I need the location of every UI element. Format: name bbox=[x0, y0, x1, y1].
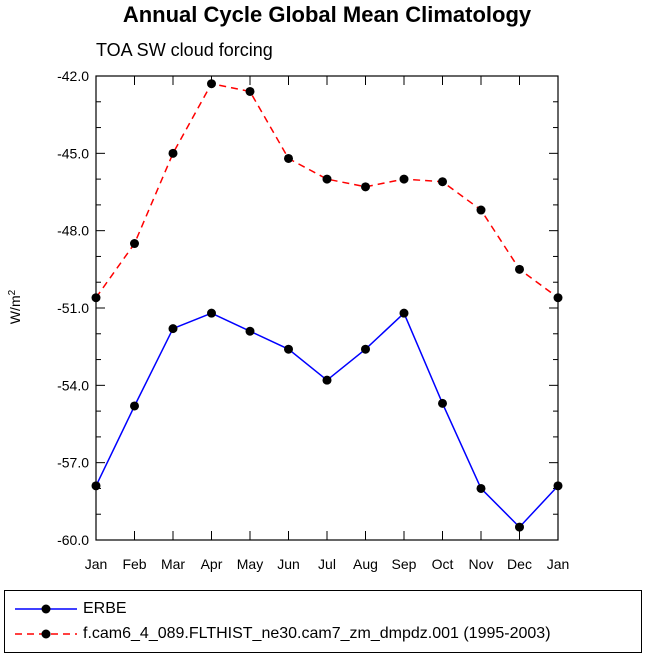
x-tick-label: May bbox=[237, 556, 263, 572]
data-point-series-1 bbox=[515, 264, 524, 274]
chart-subtitle: TOA SW cloud forcing bbox=[96, 40, 273, 60]
legend-label-erbe: ERBE bbox=[83, 600, 127, 617]
data-point-series-1 bbox=[168, 148, 178, 158]
chart-svg: Annual Cycle Global Mean Climatology TOA… bbox=[7, 2, 570, 572]
x-tick-label: Jan bbox=[85, 556, 108, 572]
y-tick-label: -51.0 bbox=[57, 300, 89, 316]
x-tick-label: Apr bbox=[201, 556, 223, 572]
data-point-series-0 bbox=[361, 344, 370, 354]
x-tick-labels: Jan Feb Mar Apr May Jun Jul Aug Sep Oct Nov Dec Jan bbox=[85, 556, 570, 572]
legend: ERBE f.cam6_4_089.FLTHIST_ne30.cam7_zm_d… bbox=[4, 590, 642, 653]
data-point-series-0 bbox=[130, 401, 139, 411]
data-point-series-0 bbox=[207, 308, 216, 318]
data-point-series-1 bbox=[476, 205, 486, 215]
data-point-series-0 bbox=[476, 483, 486, 493]
legend-line-erbe bbox=[15, 604, 77, 614]
y-axis-label: W/m2 bbox=[7, 289, 23, 324]
legend-label-model: f.cam6_4_089.FLTHIST_ne30.cam7_zm_dmpdz.… bbox=[83, 625, 551, 642]
plot-frame bbox=[95, 75, 559, 541]
x-tick-label: Sep bbox=[392, 556, 417, 572]
y-tick-labels: -42.0 -45.0 -48.0 -51.0 -54.0 -57.0 -60.0 bbox=[57, 68, 89, 548]
data-point-series-0 bbox=[322, 375, 332, 385]
legend-entry-erbe: ERBE bbox=[5, 599, 641, 621]
series-line-1 bbox=[95, 82, 559, 299]
data-point-series-1 bbox=[284, 153, 293, 163]
data-point-series-0 bbox=[438, 398, 447, 408]
data-point-series-1 bbox=[207, 79, 216, 89]
data-point-series-1 bbox=[361, 182, 370, 192]
series-line-0 bbox=[95, 311, 559, 529]
y-tick-label: -60.0 bbox=[57, 532, 89, 548]
data-point-series-1 bbox=[130, 239, 139, 249]
y-tick-label: -42.0 bbox=[57, 68, 89, 84]
x-tick-label: Oct bbox=[432, 556, 454, 572]
x-tick-label: Jun bbox=[277, 556, 300, 572]
data-point-series-0 bbox=[168, 324, 178, 334]
y-tick-label: -57.0 bbox=[57, 455, 89, 471]
x-tick-label: Jul bbox=[318, 556, 336, 572]
data-point-series-0 bbox=[399, 308, 409, 318]
series-layer bbox=[91, 79, 563, 532]
x-tick-label: Nov bbox=[469, 556, 494, 572]
x-tick-label: Mar bbox=[161, 556, 185, 572]
data-point-series-0 bbox=[515, 522, 524, 532]
axis-ticks bbox=[95, 75, 559, 541]
y-tick-label: -48.0 bbox=[57, 223, 89, 239]
data-point-series-0 bbox=[245, 326, 255, 336]
x-tick-label: Jan bbox=[547, 556, 570, 572]
data-point-series-1 bbox=[438, 177, 447, 187]
data-point-series-1 bbox=[399, 174, 409, 184]
x-tick-label: Dec bbox=[507, 556, 532, 572]
y-tick-label: -54.0 bbox=[57, 377, 89, 393]
data-point-series-1 bbox=[245, 86, 255, 96]
data-point-series-1 bbox=[322, 174, 332, 184]
legend-line-model bbox=[15, 629, 77, 639]
data-point-series-0 bbox=[284, 344, 293, 354]
x-tick-label: Aug bbox=[353, 556, 378, 572]
chart-title: Annual Cycle Global Mean Climatology bbox=[123, 2, 532, 27]
y-tick-label: -45.0 bbox=[57, 145, 89, 161]
x-tick-label: Feb bbox=[122, 556, 146, 572]
legend-entry-model: f.cam6_4_089.FLTHIST_ne30.cam7_zm_dmpdz.… bbox=[5, 624, 641, 646]
